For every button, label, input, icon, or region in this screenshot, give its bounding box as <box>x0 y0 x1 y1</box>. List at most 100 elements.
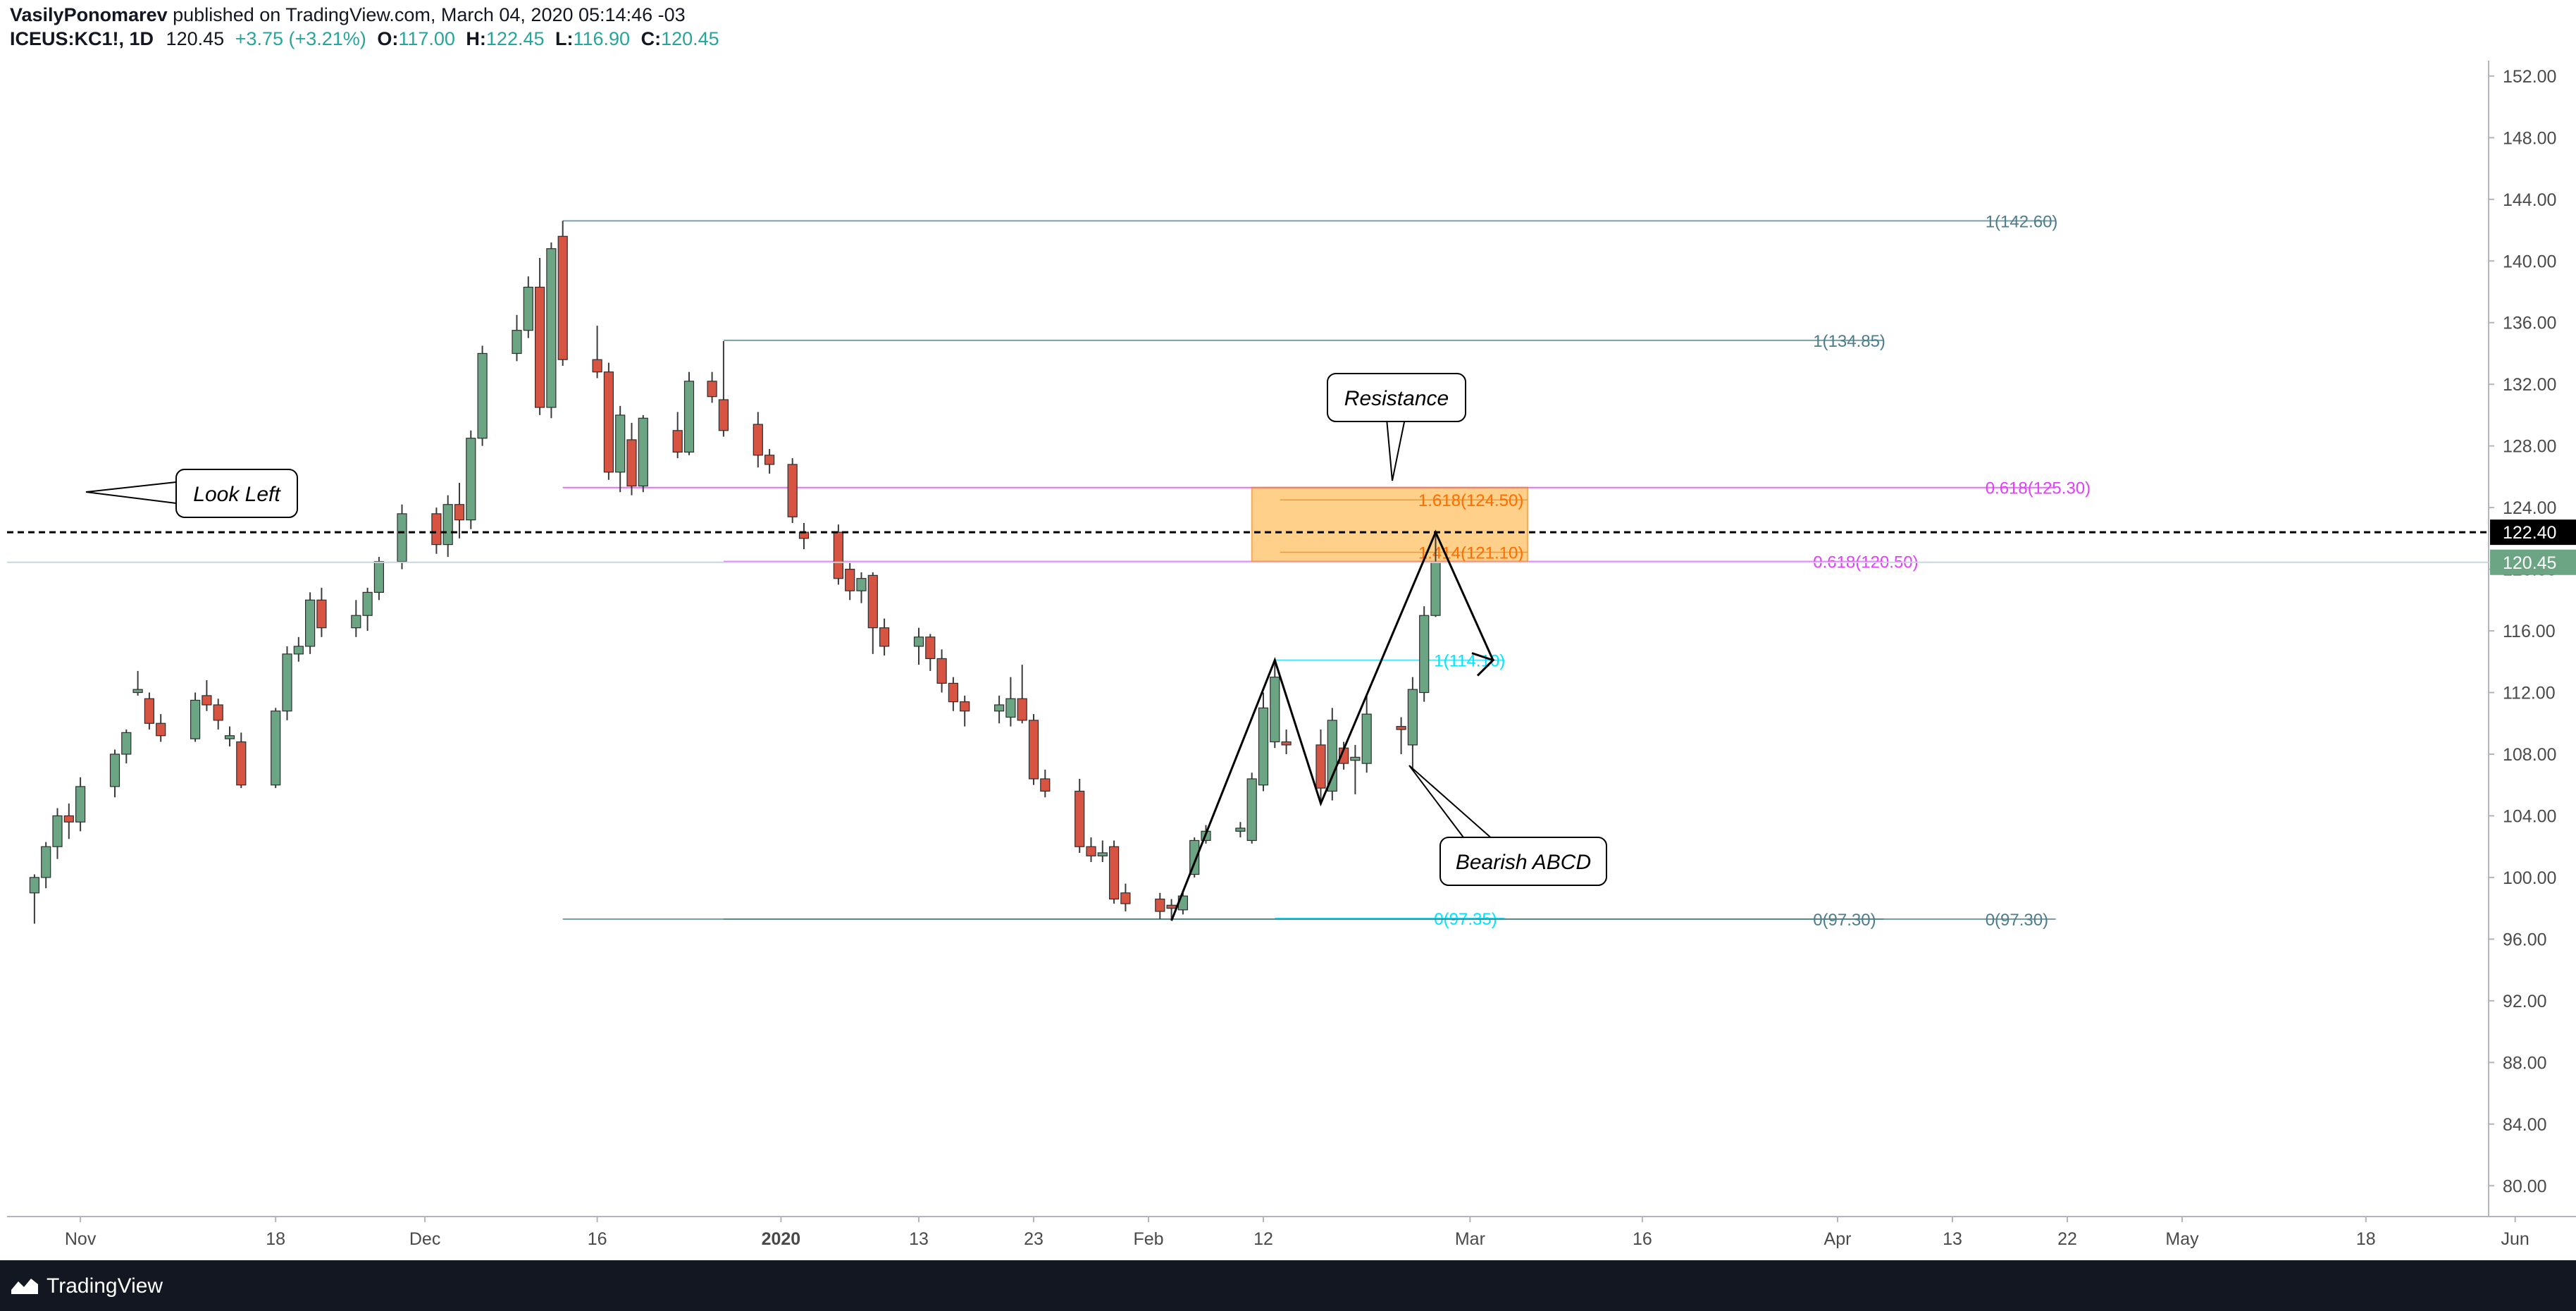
candle-body[interactable] <box>63 815 74 823</box>
candle-body[interactable] <box>960 701 970 712</box>
candle-body[interactable] <box>1281 741 1292 746</box>
candle-body[interactable] <box>362 591 373 616</box>
candle-body[interactable] <box>913 636 924 647</box>
candle-body[interactable] <box>156 722 166 737</box>
tradingview-brand[interactable]: TradingView <box>47 1274 163 1298</box>
candle-body[interactable] <box>1108 846 1120 900</box>
callout-text: Bearish ABCD <box>1456 851 1591 874</box>
candle-body[interactable] <box>948 682 959 703</box>
candle-body[interactable] <box>879 627 890 647</box>
candle-body[interactable] <box>1086 846 1096 856</box>
candle-body[interactable] <box>397 513 407 562</box>
candle-body[interactable] <box>431 513 442 546</box>
candle-body[interactable] <box>557 235 568 360</box>
candle-body[interactable] <box>672 430 683 453</box>
candle-body[interactable] <box>626 439 637 487</box>
candle-body[interactable] <box>52 815 63 847</box>
candle-body[interactable] <box>1040 778 1051 792</box>
plot-area[interactable]: 1(142.60)1(134.85)0.618(125.30)0.618(120… <box>7 61 2576 1217</box>
candle-body[interactable] <box>1327 720 1337 792</box>
candle-body[interactable] <box>351 615 361 629</box>
candle-body[interactable] <box>615 414 626 473</box>
candle-body[interactable] <box>1396 726 1406 730</box>
candle-body[interactable] <box>845 568 855 591</box>
candle-body[interactable] <box>373 561 385 593</box>
candle-body[interactable] <box>534 286 545 408</box>
abcd-pattern-line[interactable] <box>1170 529 1494 921</box>
candle-body[interactable] <box>1361 713 1372 764</box>
candle-body[interactable] <box>1258 707 1269 786</box>
candle-body[interactable] <box>753 424 763 456</box>
candle-body[interactable] <box>213 704 223 721</box>
price-axis-label: 112.00 <box>2503 684 2556 703</box>
candle-body[interactable] <box>190 699 201 739</box>
candle-body[interactable] <box>1005 698 1016 718</box>
candle-body[interactable] <box>856 578 867 591</box>
candle-body[interactable] <box>833 531 844 579</box>
candle-body[interactable] <box>29 877 40 894</box>
candle-body[interactable] <box>764 455 775 465</box>
candle-body[interactable] <box>592 359 602 373</box>
candle-body[interactable] <box>1017 698 1027 721</box>
candle-body[interactable] <box>867 574 878 629</box>
candle-body[interactable] <box>1097 852 1108 856</box>
candle-body[interactable] <box>144 698 154 724</box>
tradingview-logo-icon[interactable] <box>10 1274 39 1297</box>
candle-body[interactable] <box>41 846 51 878</box>
candle-body[interactable] <box>442 504 453 546</box>
price-axis[interactable]: 80.00 84.00 88.00 92.00 96.00 100.00 104.00 108… <box>2489 67 2576 1196</box>
candle-body[interactable] <box>75 786 86 823</box>
time-axis[interactable]: Nov 18 Dec 16 2020 13 23 Feb 12 Mar 16 Apr 13 22 May 18… <box>65 1217 2529 1249</box>
candle-body[interactable] <box>707 381 717 398</box>
candle-body[interactable] <box>293 646 304 655</box>
symbol-name[interactable]: ICEUS:KC1!, 1D <box>10 28 154 49</box>
candle-body[interactable] <box>683 381 695 453</box>
candle-body[interactable] <box>925 636 936 660</box>
candle-body[interactable] <box>1166 904 1177 909</box>
price-chart[interactable]: 1(142.60)1(134.85)0.618(125.30)0.618(120… <box>7 61 2576 1260</box>
candle-body[interactable] <box>512 330 522 355</box>
footer-bar: TradingView <box>0 1260 2576 1311</box>
resistance-callout[interactable]: Resistance <box>1327 373 1466 481</box>
candle-body[interactable] <box>477 352 488 439</box>
bearish-abcd-callout[interactable]: Bearish ABCD <box>1408 765 1607 886</box>
candle-body[interactable] <box>132 689 143 694</box>
candle-body[interactable] <box>718 399 729 431</box>
candle-body[interactable] <box>236 741 247 786</box>
candle-body[interactable] <box>523 286 533 331</box>
candle-body[interactable] <box>787 464 798 517</box>
candle-body[interactable] <box>1419 615 1430 694</box>
look-left-callout[interactable]: Look Left <box>85 469 298 518</box>
last-price-tag[interactable] <box>2490 549 2576 575</box>
candle-body[interactable] <box>1120 892 1131 904</box>
price-axis-label: 140.00 <box>2503 252 2556 271</box>
candle-body[interactable] <box>109 753 120 787</box>
candle-body[interactable] <box>603 371 614 473</box>
candle-body[interactable] <box>454 504 465 521</box>
candle-body[interactable] <box>1430 562 1441 616</box>
candle-body[interactable] <box>316 599 327 629</box>
candle-body[interactable] <box>1407 689 1418 746</box>
candle-body[interactable] <box>202 695 212 706</box>
candle-body[interactable] <box>546 248 557 408</box>
candle-body[interactable] <box>282 653 292 712</box>
candle-body[interactable] <box>1350 756 1361 761</box>
candle-body[interactable] <box>1315 744 1326 789</box>
hline-price-tag[interactable] <box>2490 519 2576 546</box>
candle-body[interactable] <box>305 599 316 647</box>
candle-body[interactable] <box>1270 677 1280 743</box>
candle-body[interactable] <box>1028 720 1039 780</box>
candle-body[interactable] <box>1246 778 1257 842</box>
candle-body[interactable] <box>121 732 132 755</box>
candle-body[interactable] <box>1155 898 1165 912</box>
candle-body[interactable] <box>638 417 648 487</box>
candle-body[interactable] <box>271 710 281 786</box>
candle-body[interactable] <box>466 438 476 521</box>
candle-body[interactable] <box>936 658 947 684</box>
candle-body[interactable] <box>1075 790 1085 847</box>
author-name[interactable]: VasilyPonomarev <box>10 4 168 25</box>
candle-body[interactable] <box>1235 827 1246 832</box>
candle-body[interactable] <box>993 704 1005 712</box>
publication-line: VasilyPonomarev published on TradingView… <box>10 4 686 26</box>
candle-body[interactable] <box>224 735 235 739</box>
